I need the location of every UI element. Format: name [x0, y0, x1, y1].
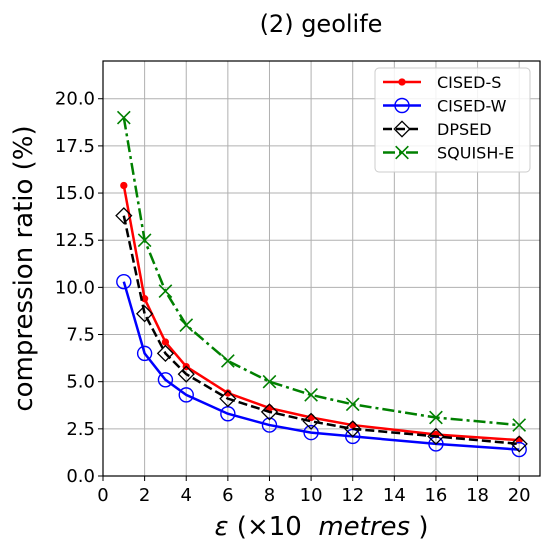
series-dpsed	[115, 207, 528, 453]
series-line-cised-s	[122, 185, 520, 442]
x-axis-title-unit: metres	[318, 512, 410, 542]
data-point-squish-e	[304, 388, 318, 402]
y-tick-label: 10.0	[55, 277, 95, 298]
data-point-cised-s	[161, 338, 170, 346]
data-point-cised-w	[511, 441, 527, 458]
legend-label-squish-e: SQUISH-E	[437, 144, 514, 163]
series-squish-e	[116, 110, 527, 432]
data-point-cised-w	[178, 387, 194, 403]
data-point-squish-e	[137, 233, 152, 248]
x-tick-label: 2	[139, 485, 150, 506]
data-point-dpsed	[510, 435, 528, 453]
data-point-cised-w	[136, 345, 153, 362]
x-tick-label: 12	[341, 485, 364, 506]
x-tick-label: 6	[222, 485, 233, 506]
series-line-dpsed	[122, 215, 520, 446]
data-point-squish-e	[262, 374, 277, 389]
data-point-squish-e	[179, 318, 194, 332]
x-tick-label: 8	[264, 485, 275, 506]
x-tick-label: 20	[508, 485, 531, 506]
data-point-squish-e	[512, 418, 527, 432]
data-point-squish-e	[158, 284, 173, 299]
x-tick-label: 14	[383, 485, 406, 506]
data-point-cised-w	[303, 424, 319, 441]
legend-item-cised-s: CISED-S	[383, 73, 501, 92]
data-point-squish-e	[429, 410, 443, 425]
x-axis-title-symbol: ε	[214, 512, 228, 542]
chart-title: (2) geolife	[260, 10, 383, 38]
legend-item-cised-w: CISED-W	[383, 97, 507, 116]
x-tick-label: 18	[466, 485, 489, 506]
data-point-dpsed	[344, 420, 362, 438]
series-layer	[115, 110, 528, 458]
data-point-dpsed	[177, 365, 195, 383]
legend-item-dpsed: DPSED	[383, 120, 492, 139]
data-point-cised-s	[120, 181, 128, 190]
data-point-dpsed	[260, 403, 279, 421]
x-tick-label: 4	[181, 485, 192, 506]
legend-label-cised-w: CISED-W	[437, 97, 507, 116]
data-point-cised-w	[261, 417, 278, 433]
x-axis-title-suffix: )	[418, 512, 428, 542]
y-tick-label: 20.0	[55, 89, 95, 110]
y-tick-label: 5.0	[66, 372, 95, 393]
data-point-cised-w	[157, 372, 174, 388]
y-tick-label: 15.0	[55, 183, 95, 204]
y-tick-label: 12.5	[55, 230, 95, 251]
x-axis-title: ε (×10 metres )	[214, 512, 428, 542]
data-point-cised-w	[116, 274, 132, 290]
data-point-dpsed	[302, 412, 320, 430]
legend-marker-dpsed	[393, 120, 411, 138]
legend-marker-cised-s	[398, 78, 406, 86]
legend: CISED-S CISED-W DPSED SQUISH-E	[374, 67, 531, 173]
data-point-squish-e	[345, 397, 360, 412]
data-point-dpsed	[427, 427, 445, 446]
y-tick-label: 2.5	[66, 419, 95, 440]
ticks: 0 2 4 6 8 10 12 14 16 18 20 0.0 2.5 5.0 7.5 10.0 12.5 15.…	[55, 89, 531, 506]
data-point-dpsed	[156, 344, 175, 363]
data-point-squish-e	[220, 354, 235, 368]
data-point-dpsed	[115, 207, 133, 225]
data-point-squish-e	[116, 110, 131, 125]
legend-label-dpsed: DPSED	[437, 120, 492, 139]
x-axis-title-prefix: (×10	[237, 512, 310, 542]
legend-marker-squish-e	[395, 145, 409, 160]
y-tick-label: 0.0	[66, 466, 95, 487]
series-cised-w	[116, 274, 527, 458]
legend-box	[374, 67, 531, 173]
x-tick-label: 16	[424, 485, 447, 506]
y-tick-label: 17.5	[55, 136, 95, 157]
legend-marker-cised-w	[394, 97, 410, 114]
data-point-cised-s	[224, 389, 232, 397]
data-point-dpsed	[219, 390, 237, 408]
y-axis-title: compression ratio (%)	[9, 125, 39, 411]
plot-frame	[102, 60, 541, 477]
data-point-dpsed	[135, 305, 154, 323]
series-cised-s	[120, 181, 523, 444]
x-tick-label: 0	[97, 485, 108, 506]
x-tick-label: 10	[300, 485, 323, 506]
y-tick-label: 7.5	[66, 325, 95, 346]
legend-label-cised-s: CISED-S	[437, 73, 501, 92]
legend-item-squish-e: SQUISH-E	[383, 144, 514, 163]
series-line-cised-w	[122, 281, 520, 451]
